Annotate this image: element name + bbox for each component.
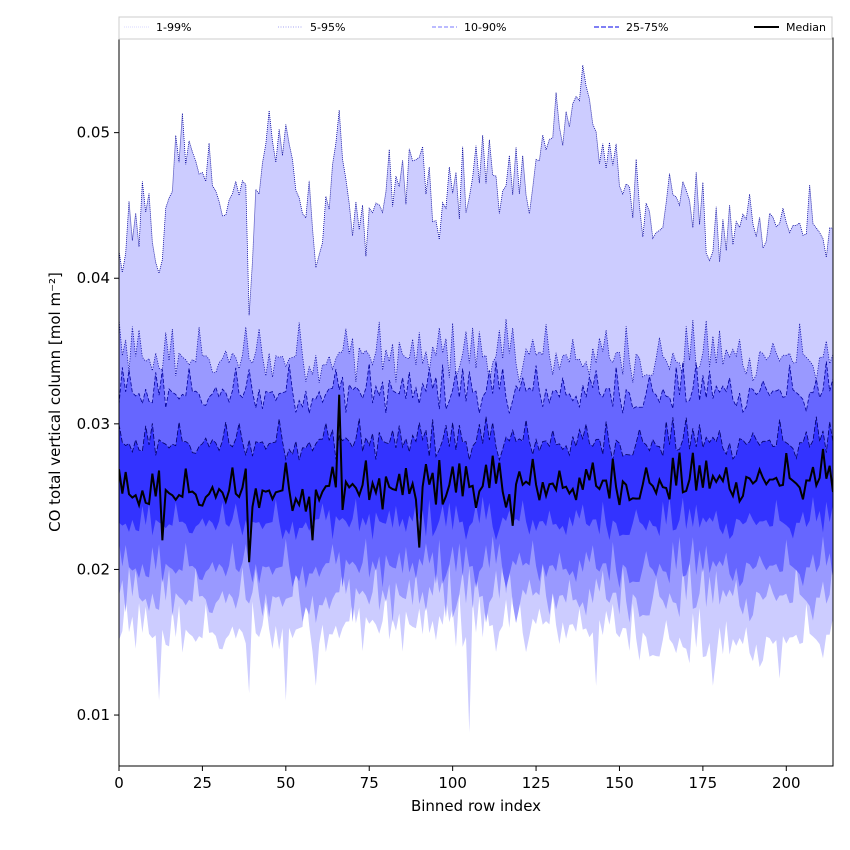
y-axis-label: CO total vertical column [mol m⁻²] (46, 272, 64, 532)
median-layer (119, 394, 833, 563)
band-upper-edge-0 (119, 65, 833, 316)
legend-label-2: 10-90% (464, 21, 506, 34)
legend-label-0: 1-99% (156, 21, 191, 34)
x-tick-label: 150 (605, 774, 634, 792)
band-upper-edge-3 (119, 416, 833, 462)
legend-label-3: 25-75% (626, 21, 668, 34)
y-axis: 0.01 0.02 0.03 0.04 0.05 (77, 124, 119, 724)
bands-layer (119, 65, 833, 733)
y-tick-label: 0.03 (77, 415, 110, 433)
x-tick-label: 75 (360, 774, 379, 792)
y-tick-label: 0.04 (77, 269, 110, 287)
x-tick-label: 175 (689, 774, 718, 792)
legend-label-1: 5-95% (310, 21, 345, 34)
x-axis: 0 25 50 75 100 125 150 175 200 (114, 766, 801, 792)
legend-frame (118, 16, 833, 40)
y-tick-label: 0.05 (77, 124, 110, 142)
x-tick-label: 100 (438, 774, 467, 792)
y-tick-label: 0.02 (77, 560, 110, 578)
y-tick-label: 0.01 (77, 706, 110, 724)
x-tick-label: 25 (193, 774, 212, 792)
x-axis-label: Binned row index (411, 797, 541, 815)
x-tick-label: 50 (276, 774, 295, 792)
x-tick-label: 200 (772, 774, 801, 792)
band-upper-edge-1 (119, 319, 833, 383)
median-line (119, 394, 833, 563)
x-tick-label: 0 (114, 774, 124, 792)
legend: 1-99% 5-95% 10-90% 25-75% Median (118, 16, 833, 40)
x-tick-label: 125 (522, 774, 551, 792)
band-upper-edge-2 (119, 361, 833, 414)
legend-label-4: Median (786, 21, 826, 34)
band-area-3 (119, 416, 833, 541)
